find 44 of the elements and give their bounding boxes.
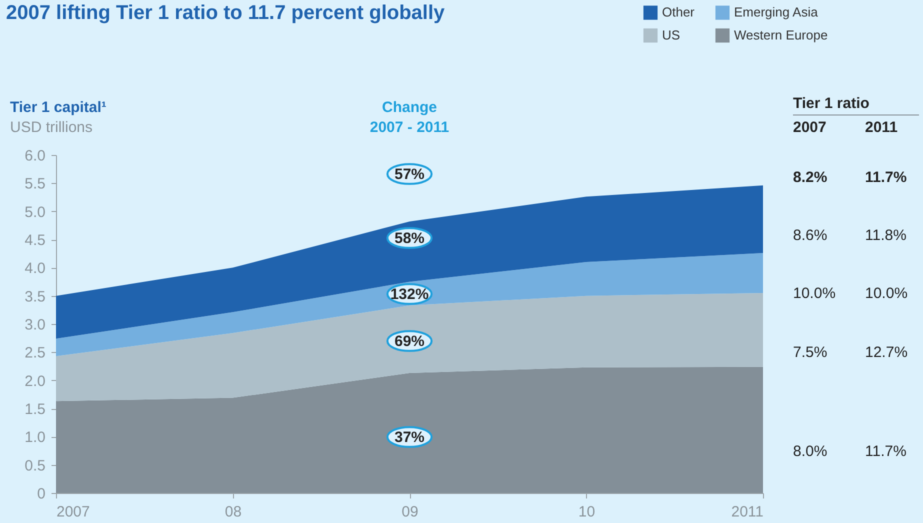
- x-tick-label: 09: [402, 504, 418, 520]
- annotation: 58%: [394, 230, 425, 247]
- text: 2007 - 2011: [370, 119, 450, 136]
- legend-label: Other: [662, 4, 696, 20]
- text: 12.7%: [865, 344, 908, 361]
- text: Tier 1 ratio: [793, 95, 870, 112]
- y-tick-label: 5.0: [24, 204, 46, 221]
- text: 11.7%: [865, 443, 906, 460]
- chart-title: 2007 lifting Tier 1 ratio to 11.7 percent globally: [6, 2, 446, 24]
- annotation: 132%: [390, 286, 429, 303]
- annotation: 69%: [394, 333, 425, 350]
- x-tick-label: 2011: [731, 504, 764, 520]
- y-tick-label: 5.5: [24, 176, 46, 193]
- text: 7.5%: [793, 344, 828, 361]
- y-tick-label: 6.0: [24, 148, 46, 164]
- y-tick-label: 3.5: [24, 288, 46, 306]
- text: 10.0%: [793, 285, 836, 302]
- y-tick-label: 1.5: [24, 401, 46, 418]
- text: 11.7%: [865, 169, 907, 186]
- text: 8.6%: [793, 227, 828, 244]
- y-tick-label: 0.5: [24, 457, 46, 474]
- legend-label: US: [662, 28, 680, 42]
- y-tick-label: 4.0: [24, 260, 46, 278]
- text: Change: [382, 99, 438, 116]
- x-tick-label: 08: [224, 504, 242, 520]
- y-axis-title: Tier 1 capital¹: [10, 99, 106, 116]
- text: 11.8%: [865, 227, 906, 244]
- y-tick-label: 4.5: [24, 232, 46, 249]
- legend-label: Emerging Asia: [734, 4, 819, 20]
- text: 8.0%: [793, 443, 828, 460]
- text: 2011: [865, 119, 898, 136]
- text: 2007: [793, 119, 826, 136]
- text: 8.2%: [793, 169, 828, 186]
- y-tick-label: 2.0: [24, 372, 46, 390]
- text: 10.0%: [865, 285, 908, 302]
- chart-subtitle: USD trillions: [10, 119, 93, 136]
- annotation: 57%: [394, 166, 425, 183]
- y-tick-label: 1.0: [24, 429, 46, 446]
- y-tick-label: 3.0: [24, 316, 46, 334]
- y-tick-label: 0: [37, 486, 46, 502]
- legend-label: Western Europe: [734, 28, 828, 42]
- x-tick-label: 2007: [56, 504, 90, 520]
- x-tick-label: 10: [578, 504, 596, 520]
- y-tick-label: 2.5: [24, 344, 46, 362]
